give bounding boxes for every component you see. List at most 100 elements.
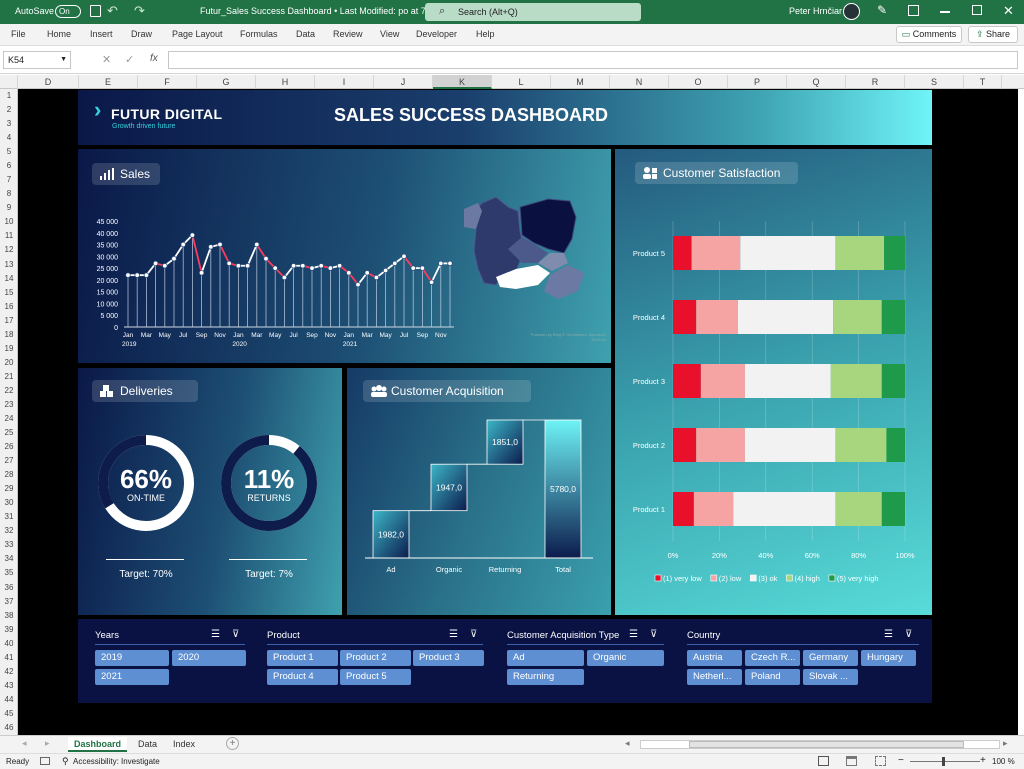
column-header[interactable]: Q [787, 75, 846, 89]
row-header[interactable]: 32 [4, 526, 14, 536]
scroll-left-icon[interactable]: ◂ [22, 738, 27, 748]
column-header[interactable]: M [551, 75, 610, 89]
ribbon-tab-view[interactable]: View [380, 29, 400, 39]
redo-icon[interactable]: ↷ [134, 3, 145, 18]
sheet-tab-data[interactable]: Data [138, 739, 158, 749]
row-header[interactable]: 13 [4, 259, 14, 269]
map-hungary[interactable] [544, 265, 584, 299]
page-layout-view-icon[interactable] [846, 756, 857, 766]
ribbon-tab-page-layout[interactable]: Page Layout [172, 29, 223, 39]
macro-record-icon[interactable] [40, 757, 50, 765]
ribbon-tab-insert[interactable]: Insert [90, 29, 113, 39]
page-break-view-icon[interactable] [875, 756, 886, 766]
row-header[interactable]: 28 [4, 470, 14, 480]
slicer-item-product-4[interactable]: Product 4 [267, 669, 338, 685]
ribbon-tab-file[interactable]: File [11, 29, 26, 39]
row-header[interactable]: 44 [4, 694, 14, 704]
maximize-icon[interactable] [972, 5, 982, 15]
ribbon-tab-draw[interactable]: Draw [131, 29, 153, 39]
multi-select-icon[interactable]: ☰ [629, 629, 638, 640]
slicer-item-czech-republic[interactable]: Czech R... [745, 650, 800, 666]
column-header[interactable]: I [315, 75, 374, 89]
undo-icon[interactable]: ↶ [107, 3, 118, 18]
minimize-icon[interactable] [940, 11, 950, 13]
sheet-tab-dashboard[interactable]: Dashboard [68, 737, 128, 752]
ribbon-tab-formulas[interactable]: Formulas [240, 29, 278, 39]
horizontal-scroll-left-icon[interactable]: ◂ [625, 738, 630, 748]
column-header[interactable]: F [138, 75, 197, 89]
row-header[interactable]: 36 [4, 582, 14, 592]
autosave-toggle[interactable]: On [55, 5, 81, 18]
row-header[interactable]: 42 [4, 666, 14, 676]
ribbon-display-icon[interactable] [908, 5, 919, 16]
slicer-item-poland[interactable]: Poland [745, 669, 800, 685]
row-header[interactable]: 25 [4, 428, 14, 438]
column-header[interactable]: S [905, 75, 964, 89]
column-header[interactable]: K [433, 75, 492, 89]
column-header[interactable]: T [964, 75, 1002, 89]
add-sheet-icon[interactable]: + [226, 737, 239, 750]
slicer-item-returning[interactable]: Returning [507, 669, 584, 685]
slicer-item-organic[interactable]: Organic [587, 650, 664, 666]
row-header[interactable]: 3 [6, 119, 12, 129]
row-header[interactable]: 35 [4, 568, 14, 578]
close-icon[interactable]: ✕ [1003, 3, 1014, 18]
map-netherlands[interactable] [464, 203, 482, 229]
row-header[interactable]: 2 [6, 105, 12, 115]
row-header[interactable]: 10 [4, 217, 14, 227]
row-header[interactable]: 27 [4, 456, 14, 466]
ribbon-tab-home[interactable]: Home [47, 29, 72, 39]
row-header[interactable]: 33 [4, 540, 14, 550]
row-header[interactable]: 21 [4, 371, 14, 381]
ribbon-tab-data[interactable]: Data [296, 29, 316, 39]
column-header[interactable]: J [374, 75, 433, 89]
column-header[interactable]: N [610, 75, 669, 89]
clear-filter-icon[interactable]: ⊽ [650, 629, 658, 640]
zoom-level[interactable]: 100 % [992, 757, 1015, 766]
row-header[interactable]: 43 [4, 680, 14, 690]
row-header[interactable]: 24 [4, 414, 14, 423]
row-header[interactable]: 39 [4, 624, 14, 634]
pen-icon[interactable]: ✎ [877, 3, 888, 17]
row-header[interactable]: 29 [4, 484, 14, 494]
country-map[interactable] [456, 191, 601, 311]
horizontal-scroll-right-icon[interactable]: ▸ [1003, 738, 1008, 748]
slicer-item-product-3[interactable]: Product 3 [413, 650, 484, 666]
row-header[interactable]: 8 [6, 189, 12, 199]
slicer-item-2020[interactable]: 2020 [172, 650, 246, 666]
zoom-in-icon[interactable]: + [980, 755, 986, 766]
clear-filter-icon[interactable]: ⊽ [905, 629, 913, 640]
save-icon[interactable] [90, 5, 101, 17]
column-header[interactable]: R [846, 75, 905, 89]
multi-select-icon[interactable]: ☰ [884, 629, 893, 640]
row-header[interactable]: 1 [6, 91, 12, 100]
slicer-item-germany[interactable]: Germany [803, 650, 858, 666]
search-box[interactable]: ⌕ Search (Alt+Q) [425, 3, 641, 21]
column-header[interactable]: P [728, 75, 787, 89]
row-header[interactable]: 18 [4, 329, 14, 339]
column-header[interactable]: E [79, 75, 138, 89]
comments-button[interactable]: ▭ Comments [896, 26, 962, 43]
column-header[interactable]: D [18, 75, 79, 89]
formula-input[interactable] [168, 51, 1018, 69]
row-header[interactable]: 15 [4, 287, 14, 297]
row-header[interactable]: 6 [6, 161, 12, 171]
multi-select-icon[interactable]: ☰ [449, 629, 458, 640]
horizontal-scroll-thumb[interactable] [689, 741, 964, 748]
slicer-item-netherlands[interactable]: Netherl... [687, 669, 742, 685]
row-header[interactable]: 46 [4, 722, 14, 732]
slicer-item-2021[interactable]: 2021 [95, 669, 169, 685]
enter-icon[interactable]: ✓ [125, 54, 135, 66]
clear-filter-icon[interactable]: ⊽ [470, 629, 478, 640]
row-header[interactable]: 4 [6, 133, 12, 143]
multi-select-icon[interactable]: ☰ [211, 629, 220, 640]
row-header[interactable]: 30 [4, 498, 14, 508]
row-header[interactable]: 7 [6, 175, 12, 185]
ribbon-tab-review[interactable]: Review [333, 29, 363, 39]
row-header[interactable]: 38 [4, 610, 14, 620]
slicer-item-product-2[interactable]: Product 2 [340, 650, 411, 666]
zoom-out-icon[interactable]: − [898, 755, 904, 766]
row-header[interactable]: 16 [4, 301, 14, 311]
row-header[interactable]: 20 [4, 357, 14, 367]
row-header[interactable]: 12 [4, 245, 14, 255]
